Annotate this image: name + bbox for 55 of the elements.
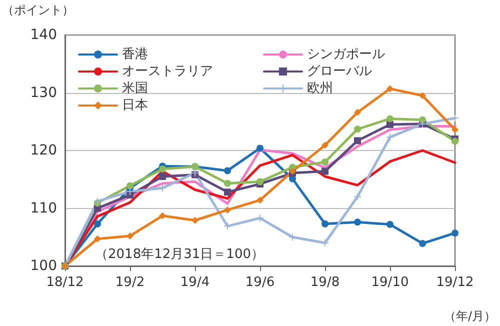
point — [322, 220, 328, 228]
point — [224, 167, 231, 174]
point — [322, 142, 328, 149]
point — [256, 196, 264, 204]
point — [224, 180, 231, 187]
point — [386, 220, 394, 228]
point — [386, 121, 394, 128]
y-axis-title: （ポイント） — [2, 3, 74, 17]
point — [159, 165, 166, 172]
x-tick-label: 19/10 — [371, 275, 409, 290]
y-tick-label: 140 — [30, 27, 57, 43]
point — [386, 115, 394, 122]
point — [386, 85, 394, 92]
point — [159, 172, 166, 180]
point — [354, 218, 361, 226]
legend-label: 日本 — [122, 98, 148, 113]
legend-label: 欧州 — [307, 81, 333, 96]
point — [452, 230, 458, 237]
point — [224, 206, 231, 214]
legend-label: 米国 — [122, 81, 148, 96]
legend-label: シンガポール — [307, 47, 385, 62]
x-axis-title: （年/月） — [444, 309, 496, 323]
point — [354, 137, 361, 144]
point — [452, 138, 458, 145]
legend-label: オーストラリア — [122, 64, 213, 79]
x-tick-label: 18/12 — [46, 275, 84, 290]
point — [419, 92, 426, 100]
point — [256, 178, 264, 186]
x-tick-label: 19/2 — [115, 275, 145, 290]
point — [322, 168, 328, 175]
point — [354, 126, 361, 133]
y-tick-label: 120 — [30, 142, 57, 158]
point — [94, 235, 101, 242]
point — [256, 144, 264, 152]
point — [192, 216, 198, 224]
point — [159, 212, 166, 220]
point — [354, 108, 361, 116]
y-tick-label: 110 — [30, 200, 57, 216]
point — [126, 182, 134, 190]
y-tick-label: 100 — [30, 258, 57, 274]
y-tick-label: 130 — [30, 84, 57, 101]
point — [419, 240, 426, 247]
x-tick-label: 19/8 — [310, 275, 340, 290]
x-tick-label: 19/6 — [245, 275, 275, 290]
point — [126, 232, 134, 240]
legend-label: グローバル — [307, 64, 372, 79]
point — [419, 116, 426, 124]
annotation: （2018年12月31日＝100） — [95, 247, 264, 262]
point — [94, 220, 101, 228]
legend-label: 香港 — [122, 47, 148, 62]
x-tick-label: 19/4 — [180, 275, 210, 290]
point — [322, 158, 328, 166]
point — [452, 126, 458, 134]
x-tick-label: 19/12 — [436, 275, 474, 290]
point — [224, 188, 231, 196]
